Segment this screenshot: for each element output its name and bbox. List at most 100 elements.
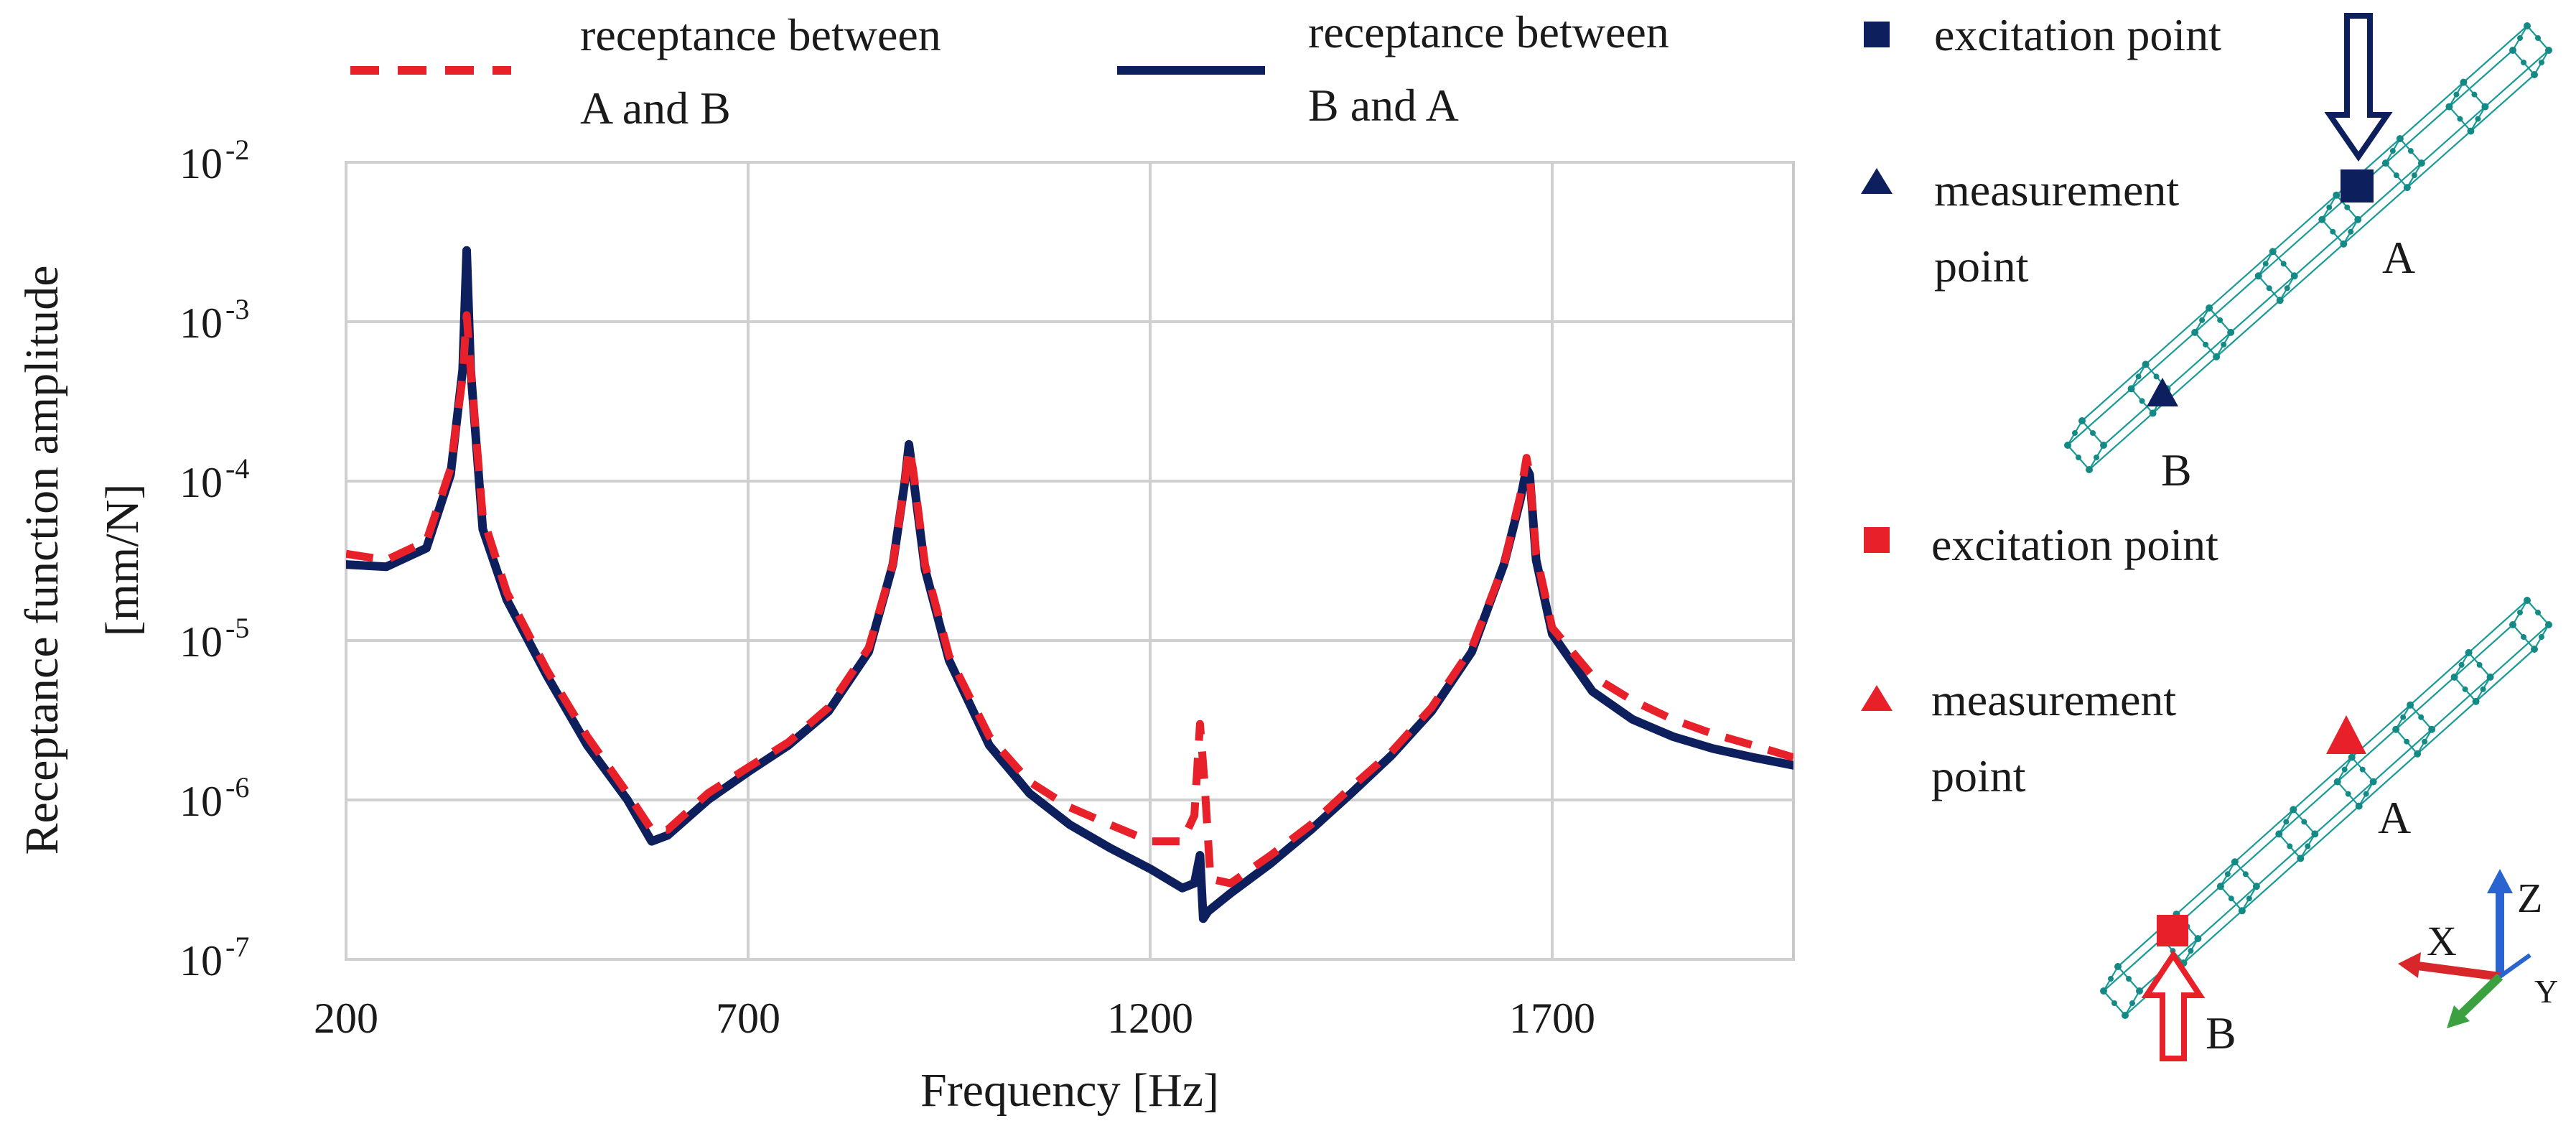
mesh-node (2389, 148, 2396, 154)
mesh-node (2111, 1000, 2117, 1006)
mesh-node (2486, 673, 2494, 681)
mesh-node (2403, 184, 2411, 192)
y-tick-exponent: -5 (225, 612, 249, 644)
plot-frame (345, 161, 1795, 961)
mesh-node (2369, 778, 2377, 786)
mesh-node (2521, 634, 2526, 640)
mesh-node (2539, 60, 2544, 65)
mesh-node (2203, 341, 2209, 348)
excitation-square-icon (1864, 22, 1890, 47)
mesh-node (2246, 895, 2252, 902)
mesh-node (2345, 791, 2351, 797)
mesh-node (2100, 987, 2107, 995)
triad-x-axis (2412, 961, 2501, 981)
mesh-node (2305, 843, 2311, 850)
measurement-triangle-icon (1861, 168, 1893, 194)
mesh-node (2297, 855, 2305, 862)
mesh-node (2114, 963, 2122, 970)
y-tick-label-3: 10 -5 (179, 612, 249, 666)
mesh-node (2221, 341, 2227, 348)
y-tick-exponent: -2 (225, 134, 249, 166)
y-tick-base: 10 (179, 618, 223, 666)
mesh-node (2262, 261, 2269, 267)
mesh-node (2206, 304, 2213, 312)
mesh-node (2472, 697, 2480, 705)
mesh-node (2266, 285, 2272, 292)
mesh-node (2517, 610, 2523, 615)
mesh-longitudinal (2117, 600, 2528, 967)
top-point-a-label: A (2382, 232, 2415, 283)
y-tick-label-2: 10 -4 (179, 452, 249, 506)
mesh-node (2318, 215, 2326, 223)
mesh-node (2418, 714, 2425, 720)
bottom-point-a-label: A (2378, 792, 2411, 843)
mesh-node (2078, 417, 2086, 424)
x-tick-label-200: 200 (314, 995, 378, 1042)
mesh-node (2199, 317, 2206, 323)
mesh-node (2283, 819, 2290, 825)
mesh-node (2311, 830, 2319, 838)
mesh-node (2458, 661, 2465, 668)
mesh-node (2428, 725, 2436, 733)
mesh-longitudinal (2089, 74, 2535, 470)
y-tick-base: 10 (179, 140, 223, 187)
mesh-node (2535, 610, 2541, 615)
mesh-node (2108, 976, 2114, 982)
x-tick-labels: 200 700 1200 1700 (314, 995, 1595, 1042)
legend: receptance between A and B receptance be… (350, 6, 1669, 134)
mesh-node (2521, 60, 2526, 65)
mesh-node (2509, 47, 2516, 54)
mesh-node (2524, 22, 2531, 29)
legend-label-ab-line1: receptance between (580, 9, 941, 60)
y-tick-base: 10 (179, 299, 223, 347)
mesh-node (2136, 987, 2143, 995)
mesh-node (2290, 806, 2297, 814)
mesh-node (2465, 648, 2473, 656)
legend-label-ba-line2: B and A (1308, 80, 1459, 131)
mesh-node (2333, 191, 2341, 199)
mesh-node (2348, 753, 2356, 761)
x-tick-label-1200: 1200 (1107, 995, 1193, 1042)
mesh-node (2072, 430, 2078, 436)
triad-z-arrowhead (2487, 869, 2513, 893)
mesh-node (2301, 819, 2307, 825)
mesh-node (2076, 455, 2081, 460)
x-tick-label-1700: 1700 (1509, 995, 1595, 1042)
bottom-annotation-group: excitation point measurement point A B (1861, 519, 2552, 1061)
mesh-node (2217, 317, 2223, 323)
bottom-measurement-label-line1: measurement (1931, 674, 2176, 725)
mesh-node (2122, 1012, 2129, 1019)
beam-mesh-top (2064, 22, 2552, 473)
triad-x-arrowhead (2398, 952, 2421, 978)
mesh-longitudinal (2081, 25, 2528, 422)
mesh-node (2480, 686, 2486, 692)
mesh-longitudinal (2067, 50, 2514, 446)
mesh-node (2539, 634, 2544, 640)
mesh-node (2407, 148, 2414, 154)
top-annotation-group: excitation point measurement point A B (1861, 9, 2552, 495)
mesh-node (2457, 116, 2463, 122)
y-axis-title: Receptance function amplitude (16, 265, 68, 855)
triad-y-axis (2452, 973, 2503, 1023)
mesh-node (2354, 215, 2362, 223)
top-excitation-label: excitation point (1934, 9, 2221, 60)
mesh-node (2090, 430, 2096, 436)
mesh-node (2462, 686, 2468, 692)
mesh-node (2400, 714, 2407, 720)
y-tick-exponent: -7 (225, 931, 249, 963)
bottom-excitation-label: excitation point (1931, 519, 2218, 570)
triad-x-label: X (2427, 918, 2457, 964)
mesh-node (2191, 328, 2199, 336)
y-tick-label-5: 10 -7 (179, 931, 249, 985)
mesh-node (2453, 91, 2460, 98)
mesh-node (2535, 35, 2541, 41)
y-tick-exponent: -3 (225, 293, 249, 325)
mesh-node (2228, 895, 2234, 902)
mesh-node (2344, 204, 2351, 210)
x-axis-title: Frequency [Hz] (920, 1064, 1219, 1117)
measurement-marker-a-red (2326, 715, 2366, 754)
y-tick-label-1: 10 -3 (179, 293, 249, 347)
mesh-node (2213, 353, 2221, 360)
mesh-node (2126, 976, 2132, 982)
mesh-node (2330, 228, 2336, 235)
